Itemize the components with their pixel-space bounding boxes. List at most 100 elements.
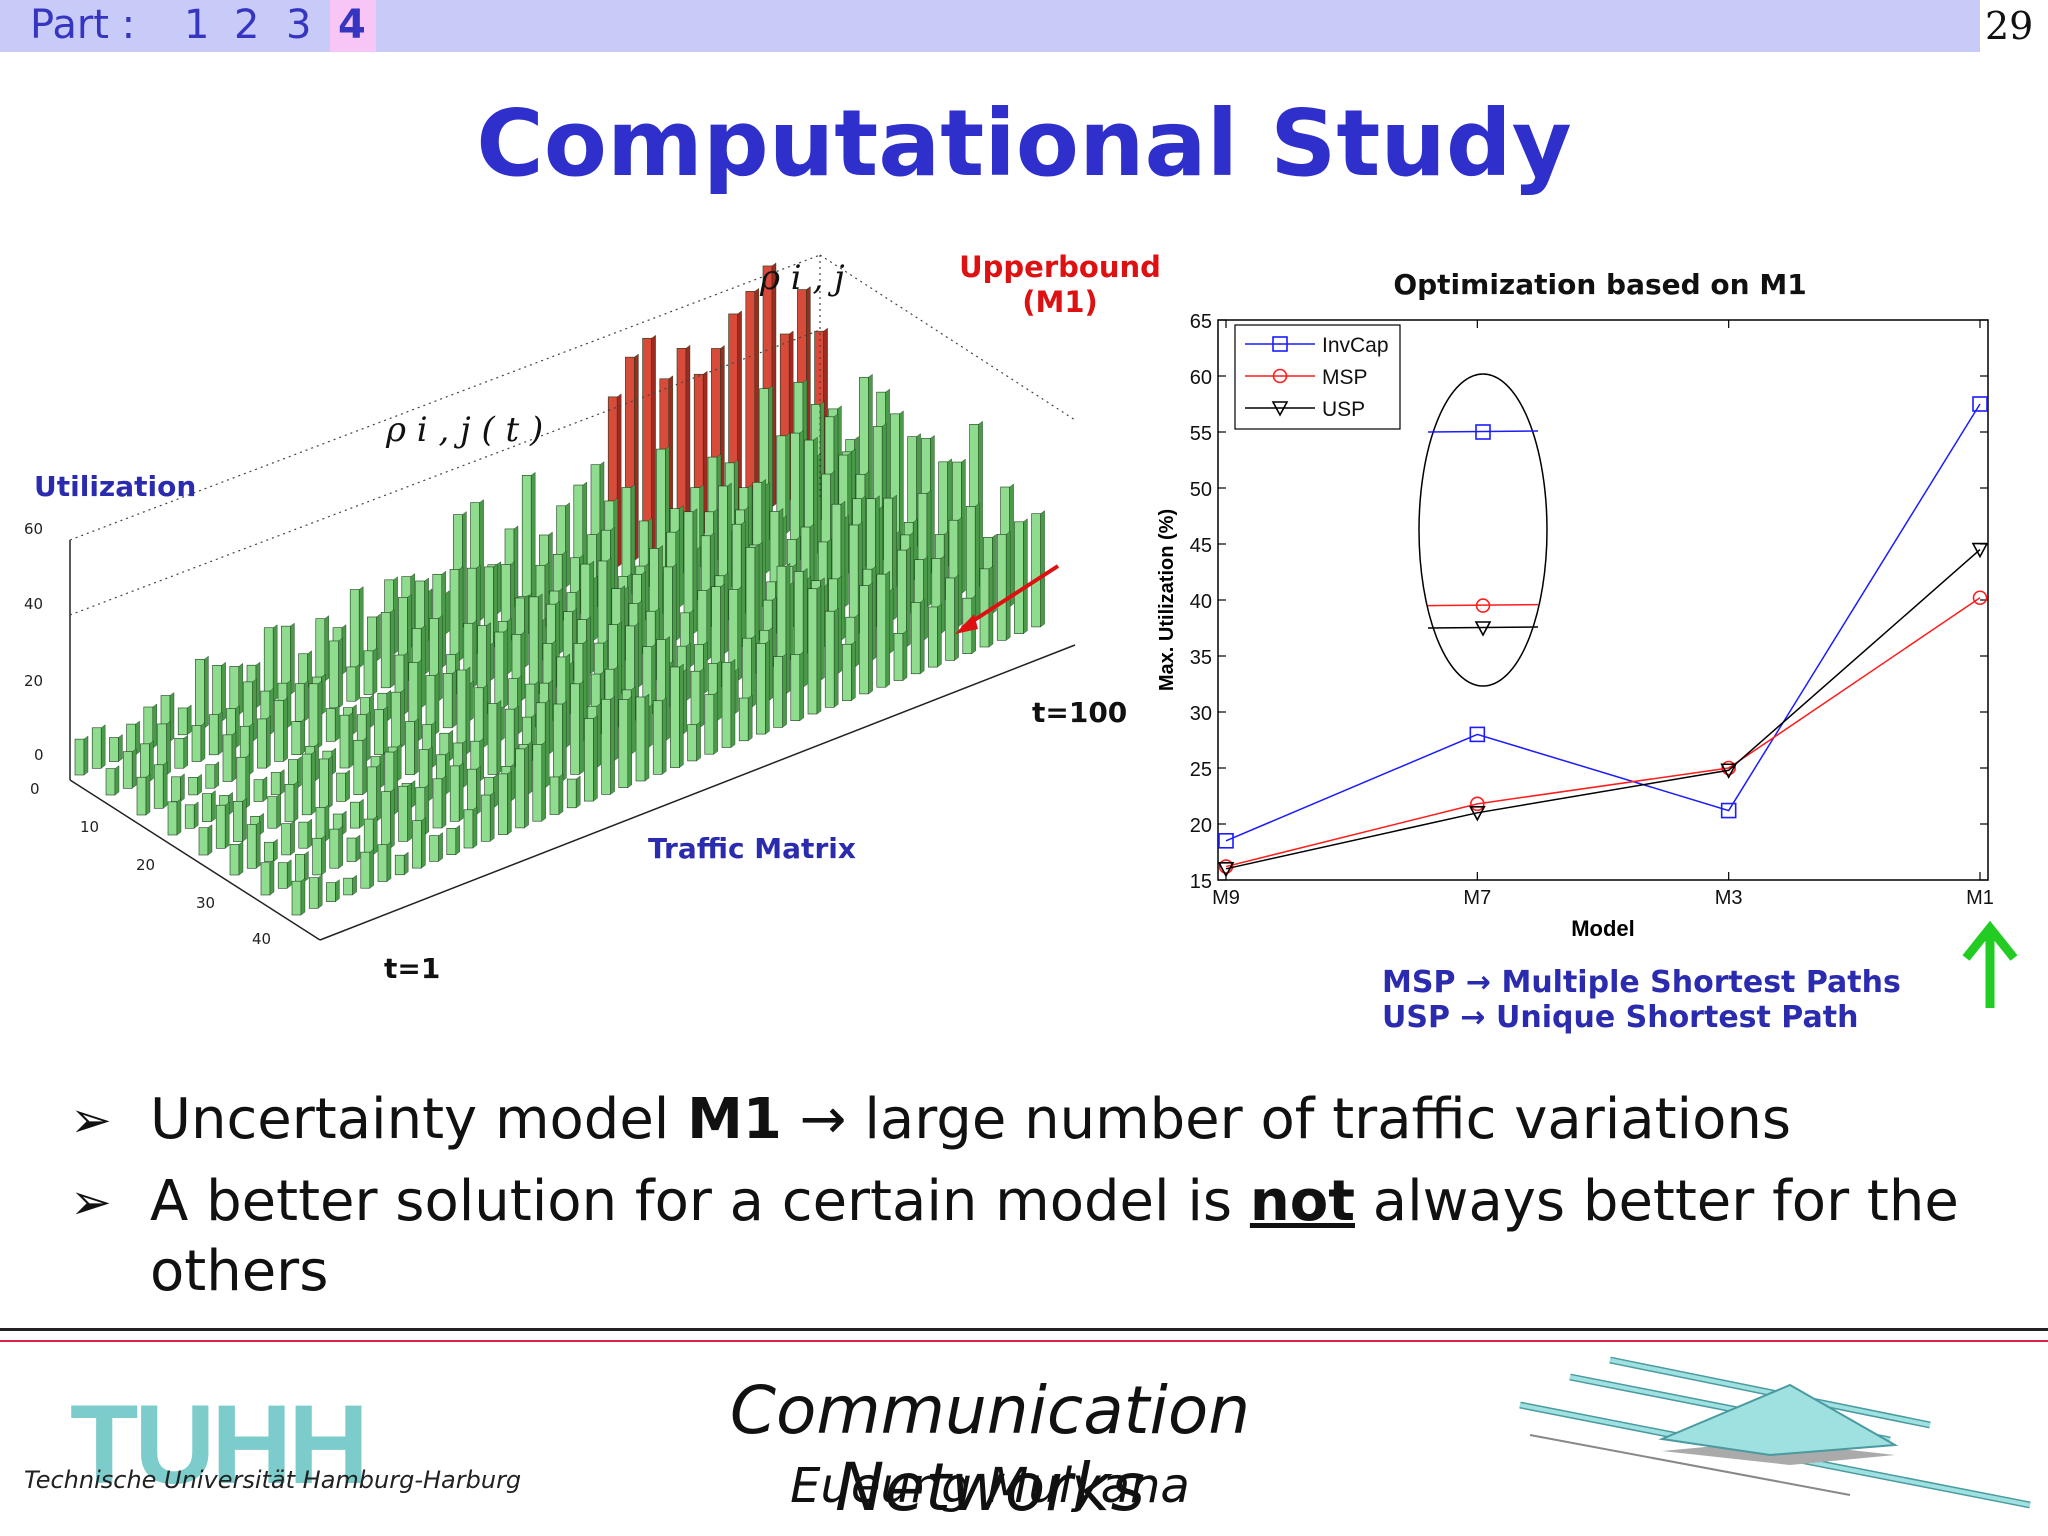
- grid-right-top: [819, 254, 1076, 421]
- bullet-1-text-a: Uncertainty model: [150, 1087, 688, 1152]
- course-title: Communication Networks: [729, 1372, 1251, 1526]
- bar-side: [868, 582, 873, 695]
- utilization-bar: [566, 778, 577, 809]
- utilization-bar: [374, 709, 384, 755]
- utilization-bar: [1031, 513, 1041, 628]
- page-number: 29: [1985, 4, 2034, 48]
- utilization-bar: [350, 801, 360, 829]
- bar-side: [892, 494, 897, 621]
- utilization-bar: [105, 768, 116, 796]
- bar-side: [300, 718, 305, 756]
- utilization-bar: [143, 706, 154, 749]
- legend-marker-invcap: [1272, 336, 1288, 352]
- depth-tick-30: 30: [196, 894, 216, 912]
- utilization-bar: [381, 791, 391, 849]
- x-tick-label: M1: [1966, 887, 1994, 909]
- bullet-1-bold: M1: [687, 1087, 782, 1152]
- bar-side: [193, 801, 199, 829]
- utilization-bar: [504, 708, 515, 769]
- bar-side: [558, 773, 564, 815]
- bar-side: [1040, 510, 1045, 628]
- depth-axis: [69, 779, 321, 941]
- utilization-bar: [449, 765, 460, 822]
- series-line-usp: [1225, 549, 1981, 870]
- x-tick-label: M9: [1212, 887, 1240, 909]
- utilization-bar: [412, 820, 422, 869]
- utilization-bar: [876, 573, 887, 688]
- utilization-bar: [945, 577, 955, 661]
- bar-side: [455, 824, 460, 856]
- bar-side: [383, 706, 388, 755]
- part-link-4[interactable]: 4: [338, 2, 366, 48]
- bar-side: [345, 769, 350, 802]
- chart-title: Optimization based on M1: [1393, 268, 1807, 301]
- x-tick-label: M3: [1715, 887, 1743, 909]
- y-tick-label: 65: [1190, 311, 1212, 333]
- bar-side: [662, 697, 667, 775]
- data-point-msp: [1470, 796, 1485, 812]
- bar-side: [252, 678, 257, 742]
- bar-side: [902, 629, 908, 681]
- bar-side: [83, 735, 89, 776]
- bar-side: [224, 801, 230, 849]
- bar-side: [610, 695, 615, 795]
- utilization-bar: [205, 764, 216, 789]
- part-link-2[interactable]: 2: [234, 2, 260, 48]
- part-link-3[interactable]: 3: [286, 2, 312, 48]
- data-point-usp: [1217, 861, 1235, 878]
- traffic-3d-bar-chart: [69, 254, 1076, 941]
- bar-side: [335, 879, 340, 902]
- inset-line-usp: [1427, 626, 1539, 629]
- bar-side: [400, 688, 405, 749]
- utilization-bar: [277, 862, 288, 889]
- bar-side: [803, 568, 808, 688]
- bar-side: [562, 700, 567, 782]
- utilization-bar: [756, 643, 766, 735]
- utilization-bar: [353, 740, 364, 796]
- data-point-usp: [1468, 805, 1486, 822]
- utilization-bar: [687, 724, 697, 762]
- bar-side: [452, 670, 457, 729]
- bar-side: [221, 661, 226, 722]
- utilization-bar: [494, 631, 505, 708]
- utilization-bar: [339, 714, 350, 769]
- bar-side: [245, 753, 251, 809]
- t100-label: t=100: [1032, 696, 1128, 729]
- legend-label-invcap: InvCap: [1322, 334, 1389, 357]
- bar-side: [483, 684, 488, 749]
- bar-side: [135, 720, 140, 756]
- max-utilization-line-chart: 15 20 25 30 35 40 45 50 55 60 65 M9 M7 M3 M1 InvCap MS…: [1156, 311, 1994, 941]
- utilization-bar: [174, 737, 185, 769]
- utilization-bar: [928, 606, 938, 668]
- bullet-arrow-icon: ➢: [70, 1173, 112, 1231]
- utilization-bar: [790, 654, 801, 722]
- bar-side: [276, 793, 281, 829]
- bullet-list: ➢ Uncertainty model M1 → large number of…: [70, 1085, 1970, 1319]
- active-part-highlight: [330, 0, 376, 52]
- part-link-1[interactable]: 1: [184, 2, 210, 48]
- utilization-bar: [859, 585, 869, 695]
- y-axis-label: Max. Utilization (%): [1156, 509, 1178, 691]
- bar-side: [390, 608, 395, 689]
- inset-line-msp: [1427, 603, 1539, 607]
- bar-side: [685, 344, 691, 541]
- legend-box: [1234, 324, 1401, 430]
- data-point-invcap: [1218, 832, 1234, 849]
- utilization-bar: [570, 683, 580, 775]
- y-tick-label: 50: [1190, 479, 1212, 501]
- legend-marker-usp: [1271, 401, 1289, 417]
- bar-side: [988, 565, 994, 648]
- bar-side: [593, 715, 598, 802]
- inset-line-invcap: [1427, 430, 1539, 433]
- utilization-bar: [312, 837, 322, 876]
- bar-side: [324, 804, 330, 842]
- utilization-bar: [473, 687, 484, 749]
- depth-tick-10: 10: [80, 818, 100, 836]
- bar-side: [834, 607, 839, 708]
- bar-side: [465, 666, 471, 755]
- utilization-bar: [184, 804, 195, 829]
- university-name: Technische Universität Hamburg-Harburg: [24, 1466, 522, 1494]
- utilization-bar: [301, 753, 312, 816]
- bar-side: [644, 693, 650, 782]
- bar-side: [496, 700, 502, 775]
